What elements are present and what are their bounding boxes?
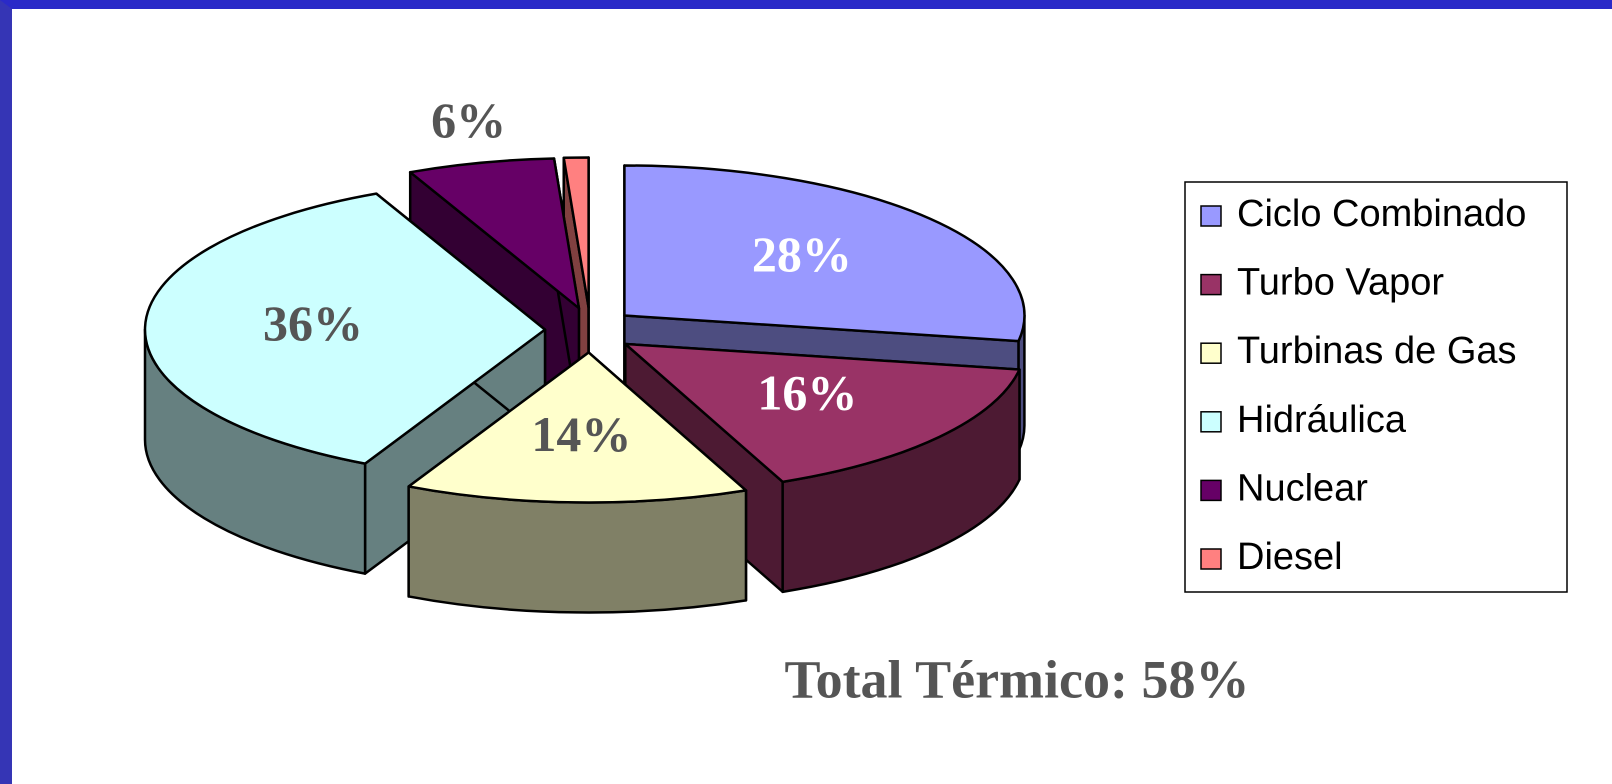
slice-top	[562, 156, 590, 309]
data-label: 16%	[757, 364, 857, 420]
legend-box	[1184, 181, 1568, 593]
legend-swatch	[1200, 548, 1222, 570]
slice-top	[623, 164, 1026, 343]
slice-top	[143, 192, 547, 465]
legend-label: Turbo Vapor	[1237, 262, 1444, 304]
data-label: 6%	[431, 92, 506, 148]
annotation: Total Térmico: 58%	[785, 649, 1250, 709]
legend-swatch	[1200, 479, 1222, 502]
data-label: 36%	[263, 295, 363, 351]
legend-label: Turbinas de Gas	[1237, 330, 1517, 372]
legend-swatch	[1200, 342, 1222, 364]
legend-label: Hidráulica	[1237, 399, 1407, 441]
slice-top	[408, 157, 581, 310]
slice-side	[407, 485, 748, 614]
data-label: 14%	[531, 406, 631, 462]
legend-swatch	[1200, 411, 1222, 433]
data-label: 28%	[752, 226, 852, 282]
legend-label: Ciclo Combinado	[1237, 193, 1526, 235]
legend-swatch	[1200, 273, 1222, 296]
pie-slice	[407, 351, 748, 614]
slice-top	[407, 351, 748, 504]
legend-swatch	[1200, 205, 1222, 227]
legend-label: Diesel	[1237, 536, 1343, 578]
pie-slice	[624, 342, 1021, 594]
legend-label: Nuclear	[1237, 467, 1368, 509]
slice-top	[624, 342, 1021, 484]
